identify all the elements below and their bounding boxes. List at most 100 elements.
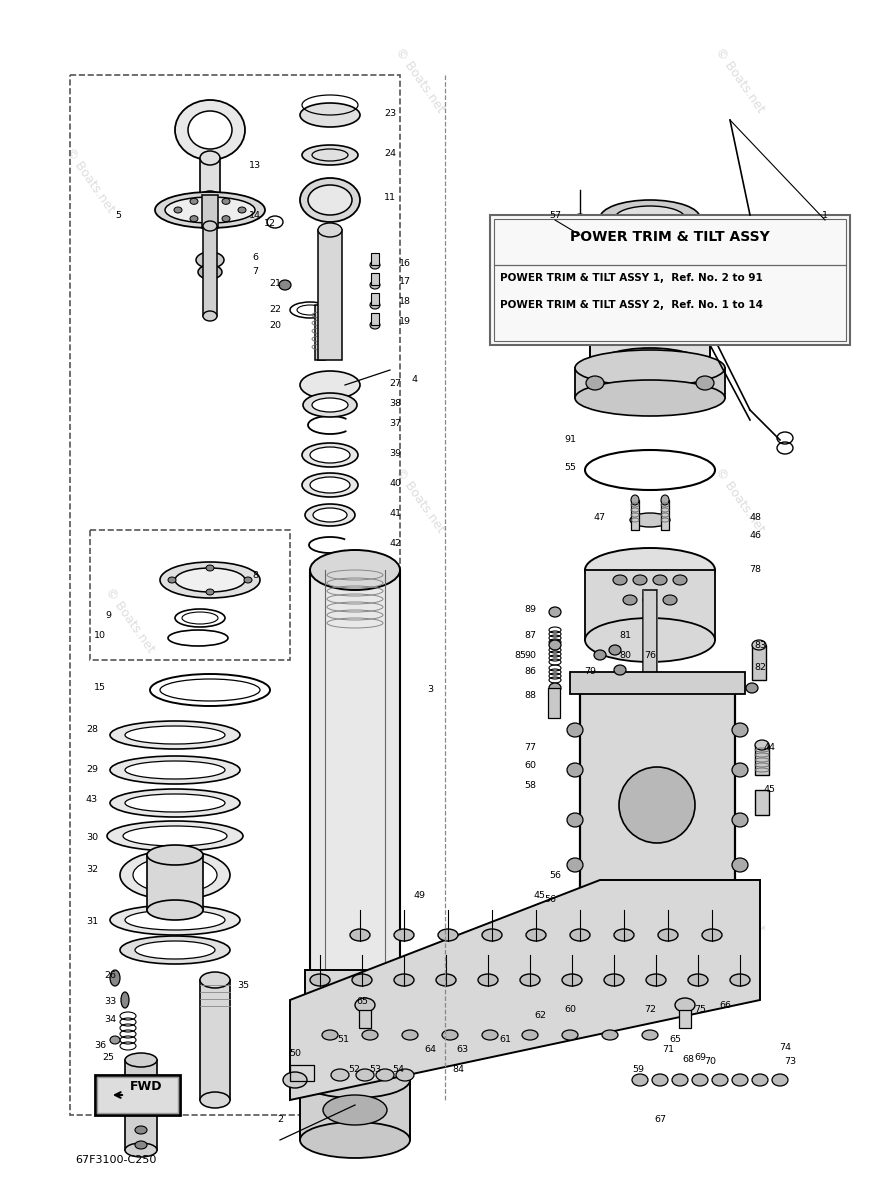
- Ellipse shape: [120, 936, 230, 964]
- Bar: [359, 1010, 371, 1028]
- Ellipse shape: [125, 1054, 157, 1067]
- Ellipse shape: [549, 640, 561, 650]
- Bar: [643, 590, 657, 840]
- Text: 84: 84: [452, 1066, 464, 1074]
- Text: 85: 85: [514, 650, 526, 660]
- Ellipse shape: [200, 1092, 230, 1108]
- Ellipse shape: [324, 1034, 336, 1044]
- Ellipse shape: [702, 929, 722, 941]
- Ellipse shape: [752, 640, 766, 650]
- Ellipse shape: [331, 1069, 349, 1081]
- Text: 36: 36: [94, 1040, 106, 1050]
- Text: © Boats.net: © Boats.net: [393, 44, 448, 115]
- Ellipse shape: [586, 376, 604, 390]
- Bar: [70, 74, 400, 1115]
- Bar: [494, 218, 846, 341]
- Ellipse shape: [732, 763, 748, 778]
- Ellipse shape: [585, 548, 715, 592]
- Ellipse shape: [575, 350, 725, 386]
- Ellipse shape: [732, 722, 748, 737]
- Ellipse shape: [752, 1074, 768, 1086]
- Text: 67: 67: [654, 1116, 666, 1124]
- Ellipse shape: [283, 1072, 307, 1088]
- Bar: [305, 970, 405, 1050]
- Text: © Boats.net: © Boats.net: [103, 584, 157, 655]
- Ellipse shape: [370, 301, 380, 308]
- Polygon shape: [290, 880, 760, 1100]
- Ellipse shape: [376, 1069, 394, 1081]
- Bar: [490, 215, 850, 346]
- Ellipse shape: [362, 1030, 378, 1040]
- Bar: [548, 688, 560, 718]
- Text: 44: 44: [764, 744, 776, 752]
- Ellipse shape: [643, 595, 657, 605]
- Ellipse shape: [313, 508, 347, 522]
- Ellipse shape: [609, 646, 621, 655]
- Ellipse shape: [125, 761, 225, 779]
- Ellipse shape: [310, 980, 400, 1020]
- Text: 62: 62: [534, 1010, 546, 1020]
- Ellipse shape: [712, 1074, 728, 1086]
- Text: POWER TRIM & TILT ASSY: POWER TRIM & TILT ASSY: [570, 230, 770, 244]
- Text: 63: 63: [456, 1045, 468, 1055]
- Ellipse shape: [653, 575, 667, 584]
- Text: 9: 9: [105, 611, 111, 619]
- Text: 1: 1: [822, 210, 828, 220]
- Bar: [570, 672, 745, 694]
- Text: 4: 4: [412, 376, 418, 384]
- Text: 32: 32: [86, 865, 98, 875]
- Ellipse shape: [318, 223, 342, 236]
- Ellipse shape: [300, 103, 360, 127]
- Text: 31: 31: [86, 918, 98, 926]
- Text: 16: 16: [399, 258, 411, 268]
- Ellipse shape: [394, 929, 414, 941]
- Text: © Boats.net: © Boats.net: [713, 865, 767, 935]
- Text: 74: 74: [779, 1044, 791, 1052]
- Text: 17: 17: [399, 277, 411, 287]
- Bar: [565, 920, 750, 950]
- Ellipse shape: [175, 100, 245, 160]
- Ellipse shape: [322, 1030, 338, 1040]
- Bar: [575, 368, 725, 398]
- Bar: [371, 272, 379, 284]
- Ellipse shape: [222, 198, 230, 204]
- Text: 46: 46: [749, 530, 761, 540]
- Ellipse shape: [190, 198, 198, 204]
- Bar: [95, 1075, 180, 1115]
- Text: 5: 5: [115, 210, 121, 220]
- Text: 57: 57: [549, 210, 561, 220]
- Text: 67F3100-C250: 67F3100-C250: [75, 1154, 156, 1165]
- Text: 42: 42: [389, 539, 401, 547]
- Ellipse shape: [673, 575, 687, 584]
- Bar: [203, 226, 217, 316]
- Text: 12: 12: [264, 218, 276, 228]
- Ellipse shape: [206, 565, 214, 571]
- Text: 69: 69: [694, 1054, 706, 1062]
- Text: 71: 71: [662, 1045, 674, 1055]
- Ellipse shape: [614, 665, 626, 674]
- Text: 30: 30: [86, 834, 98, 842]
- Text: 56: 56: [544, 895, 556, 905]
- Ellipse shape: [652, 1074, 668, 1086]
- Text: 77: 77: [524, 744, 536, 752]
- Ellipse shape: [310, 476, 350, 493]
- Ellipse shape: [324, 1056, 336, 1066]
- Bar: [755, 745, 769, 775]
- Ellipse shape: [160, 562, 260, 598]
- Ellipse shape: [110, 790, 240, 817]
- Ellipse shape: [562, 974, 582, 986]
- Ellipse shape: [310, 974, 330, 986]
- Ellipse shape: [615, 206, 685, 230]
- Ellipse shape: [549, 607, 561, 617]
- Bar: [679, 1010, 691, 1028]
- Ellipse shape: [203, 221, 217, 230]
- Ellipse shape: [125, 910, 225, 930]
- Ellipse shape: [300, 371, 360, 398]
- Ellipse shape: [478, 974, 498, 986]
- Text: 29: 29: [86, 766, 98, 774]
- Text: 40: 40: [389, 479, 401, 487]
- Ellipse shape: [692, 1074, 708, 1086]
- Bar: [755, 790, 769, 815]
- Text: 59: 59: [632, 1066, 644, 1074]
- Bar: [308, 178, 352, 222]
